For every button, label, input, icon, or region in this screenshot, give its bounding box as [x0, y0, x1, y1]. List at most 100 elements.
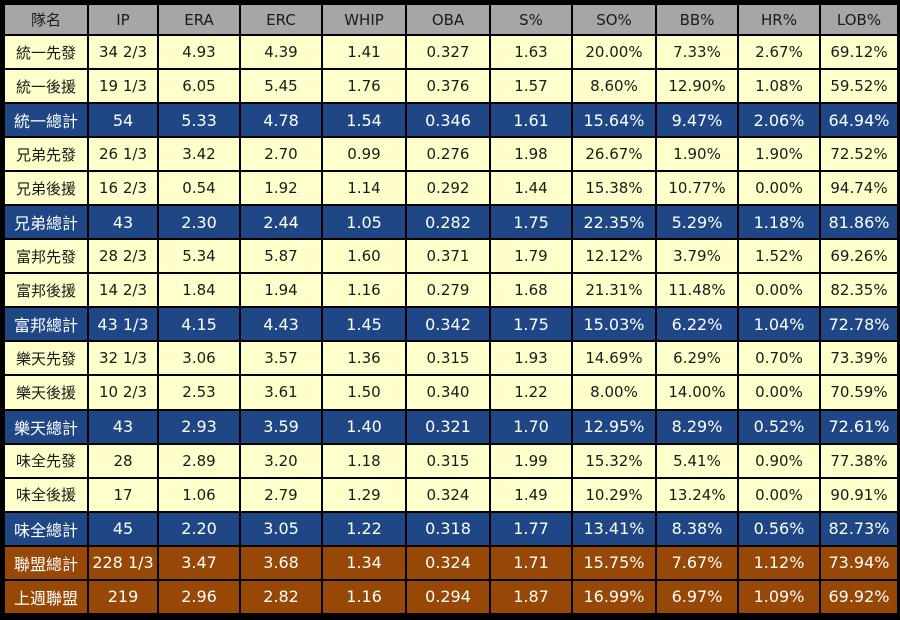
cell-hr-pct: 1.12% [739, 546, 819, 579]
cell-bb-pct: 6.22% [657, 308, 737, 341]
cell-bb-pct: 14.00% [657, 376, 737, 409]
cell-whip: 1.16 [323, 580, 405, 613]
cell-s-pct: 1.63 [491, 36, 571, 69]
cell-bb-pct: 5.29% [657, 206, 737, 239]
cell-hr-pct: 0.00% [739, 274, 819, 307]
cell-hr-pct: 2.67% [739, 36, 819, 69]
cell-so-pct: 15.75% [573, 546, 655, 579]
table-body: 統一先發 34 2/3 4.93 4.39 1.41 0.327 1.63 20.00% 7.3… [5, 36, 897, 613]
column-header-oba: OBA [407, 5, 489, 34]
cell-lob-pct: 82.35% [821, 274, 897, 307]
cell-team: 聯盟總計 [5, 546, 87, 579]
cell-hr-pct: 0.90% [739, 444, 819, 477]
cell-ip: 45 [89, 512, 157, 545]
league-total-row: 聯盟總計 228 1/3 3.47 3.68 1.34 0.324 1.71 15.75% 7.… [5, 546, 897, 579]
cell-oba: 0.324 [407, 478, 489, 511]
cell-s-pct: 1.79 [491, 240, 571, 273]
cell-oba: 0.327 [407, 36, 489, 69]
cell-lob-pct: 72.78% [821, 308, 897, 341]
cell-whip: 1.54 [323, 104, 405, 137]
cell-team: 味全總計 [5, 512, 87, 545]
cell-whip: 1.16 [323, 274, 405, 307]
cell-lob-pct: 77.38% [821, 444, 897, 477]
cell-oba: 0.315 [407, 342, 489, 375]
cell-era: 1.84 [159, 274, 239, 307]
cell-whip: 1.45 [323, 308, 405, 341]
cell-lob-pct: 64.94% [821, 104, 897, 137]
cell-bb-pct: 10.77% [657, 172, 737, 205]
team-total-row: 味全總計 45 2.20 3.05 1.22 0.318 1.77 13.41% 8.38% 0.… [5, 512, 897, 545]
cell-team: 兄弟總計 [5, 206, 87, 239]
cell-erc: 3.20 [241, 444, 321, 477]
cell-s-pct: 1.98 [491, 138, 571, 171]
cell-oba: 0.276 [407, 138, 489, 171]
cell-era: 5.33 [159, 104, 239, 137]
cell-so-pct: 15.64% [573, 104, 655, 137]
cell-lob-pct: 69.26% [821, 240, 897, 273]
cell-erc: 3.68 [241, 546, 321, 579]
cell-era: 2.93 [159, 410, 239, 443]
cell-whip: 1.60 [323, 240, 405, 273]
cell-lob-pct: 72.61% [821, 410, 897, 443]
cell-erc: 2.79 [241, 478, 321, 511]
cell-lob-pct: 69.12% [821, 36, 897, 69]
cell-oba: 0.376 [407, 70, 489, 103]
column-header-team: 隊名 [5, 5, 87, 34]
team-total-row: 富邦總計 43 1/3 4.15 4.43 1.45 0.342 1.75 15.03% 6.2… [5, 308, 897, 341]
cell-oba: 0.282 [407, 206, 489, 239]
cell-s-pct: 1.61 [491, 104, 571, 137]
cell-whip: 1.50 [323, 376, 405, 409]
cell-hr-pct: 0.52% [739, 410, 819, 443]
cell-era: 4.93 [159, 36, 239, 69]
table-row: 樂天後援 10 2/3 2.53 3.61 1.50 0.340 1.22 8.00% 14.0… [5, 376, 897, 409]
cell-hr-pct: 0.56% [739, 512, 819, 545]
cell-so-pct: 8.60% [573, 70, 655, 103]
cell-era: 3.42 [159, 138, 239, 171]
cell-ip: 43 1/3 [89, 308, 157, 341]
cell-whip: 1.34 [323, 546, 405, 579]
cell-whip: 1.41 [323, 36, 405, 69]
cell-whip: 1.76 [323, 70, 405, 103]
cell-so-pct: 15.32% [573, 444, 655, 477]
team-total-row: 樂天總計 43 2.93 3.59 1.40 0.321 1.70 12.95% 8.29% 0.… [5, 410, 897, 443]
cell-so-pct: 21.31% [573, 274, 655, 307]
cell-era: 2.89 [159, 444, 239, 477]
cell-erc: 2.70 [241, 138, 321, 171]
cell-whip: 1.29 [323, 478, 405, 511]
cell-s-pct: 1.68 [491, 274, 571, 307]
cell-bb-pct: 7.33% [657, 36, 737, 69]
column-header-erc: ERC [241, 5, 321, 34]
cell-era: 1.06 [159, 478, 239, 511]
cell-lob-pct: 72.52% [821, 138, 897, 171]
cell-oba: 0.324 [407, 546, 489, 579]
cell-whip: 1.22 [323, 512, 405, 545]
cell-erc: 3.59 [241, 410, 321, 443]
cell-bb-pct: 5.41% [657, 444, 737, 477]
cell-oba: 0.315 [407, 444, 489, 477]
cell-lob-pct: 82.73% [821, 512, 897, 545]
cell-ip: 34 2/3 [89, 36, 157, 69]
cell-hr-pct: 0.00% [739, 172, 819, 205]
cell-ip: 28 2/3 [89, 240, 157, 273]
cell-team: 統一總計 [5, 104, 87, 137]
cell-so-pct: 26.67% [573, 138, 655, 171]
cell-s-pct: 1.99 [491, 444, 571, 477]
cell-s-pct: 1.75 [491, 308, 571, 341]
cell-hr-pct: 0.00% [739, 376, 819, 409]
cell-team: 富邦後援 [5, 274, 87, 307]
cell-erc: 4.78 [241, 104, 321, 137]
column-header-bb-pct: BB% [657, 5, 737, 34]
team-total-row: 兄弟總計 43 2.30 2.44 1.05 0.282 1.75 22.35% 5.29% 1.… [5, 206, 897, 239]
cell-so-pct: 16.99% [573, 580, 655, 613]
cell-so-pct: 12.95% [573, 410, 655, 443]
cell-lob-pct: 81.86% [821, 206, 897, 239]
cell-erc: 4.43 [241, 308, 321, 341]
cell-oba: 0.346 [407, 104, 489, 137]
cell-ip: 14 2/3 [89, 274, 157, 307]
cell-s-pct: 1.71 [491, 546, 571, 579]
column-header-hr-pct: HR% [739, 5, 819, 34]
cell-bb-pct: 8.38% [657, 512, 737, 545]
cell-ip: 228 1/3 [89, 546, 157, 579]
cell-bb-pct: 8.29% [657, 410, 737, 443]
cell-team: 兄弟後援 [5, 172, 87, 205]
